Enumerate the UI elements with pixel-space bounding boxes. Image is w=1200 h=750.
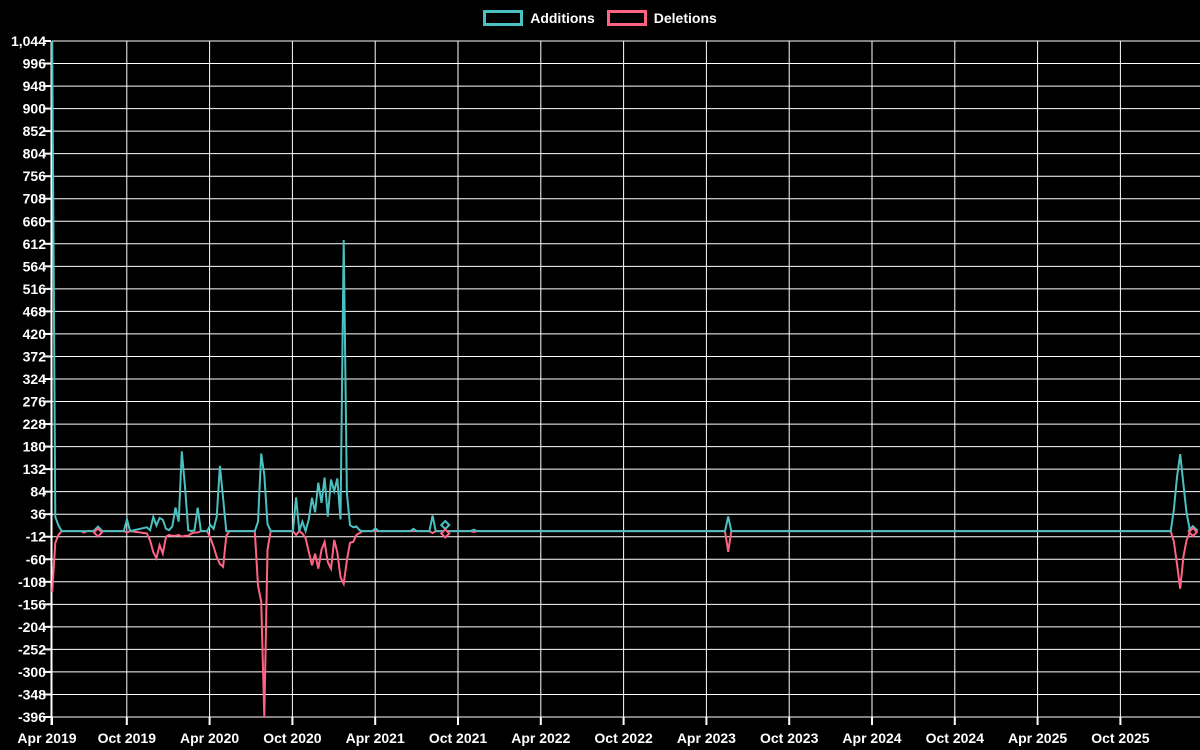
- x-tick-label: Apr 2022: [511, 730, 570, 746]
- x-tick-label: Apr 2025: [1008, 730, 1067, 746]
- legend-label-deletions: Deletions: [653, 10, 717, 26]
- y-tick-label: 708: [23, 191, 47, 207]
- x-tick-label: Apr 2024: [842, 730, 901, 746]
- y-axis-labels: 1,044 996 948 900 852 804 756 708 660 612 564 516 46…: [11, 33, 46, 725]
- y-tick-label: -300: [18, 664, 46, 680]
- isolated-point-markers: [92, 519, 1199, 539]
- legend-item-additions[interactable]: Additions: [483, 10, 595, 26]
- legend-item-deletions[interactable]: Deletions: [606, 10, 717, 26]
- y-tick-label: 900: [23, 101, 47, 117]
- deletions-swatch-icon: [606, 10, 647, 26]
- y-tick-label: 756: [23, 168, 47, 184]
- y-tick-label: -12: [26, 529, 46, 545]
- chart-legend: Additions Deletions: [0, 8, 1200, 28]
- y-tick-label: 660: [23, 213, 47, 229]
- deletions-line: [51, 529, 1194, 718]
- x-tick-label: Oct 2023: [760, 730, 819, 746]
- x-tick-label: Oct 2022: [594, 730, 653, 746]
- y-tick-label: -156: [18, 596, 46, 612]
- y-tick-label: 516: [23, 281, 47, 297]
- legend-label-additions: Additions: [530, 10, 595, 26]
- x-tick-label: Oct 2025: [1091, 730, 1150, 746]
- y-tick-label: 468: [23, 303, 47, 319]
- x-tick-label: Oct 2021: [429, 730, 488, 746]
- y-tick-label: 84: [30, 484, 46, 500]
- x-tick-label: Apr 2023: [677, 730, 736, 746]
- x-grid: [51, 41, 1122, 725]
- additions-point-marker: [439, 519, 451, 531]
- x-tick-label: Oct 2024: [926, 730, 985, 746]
- x-tick-label: Apr 2019: [17, 730, 76, 746]
- y-tick-label: 276: [23, 394, 47, 410]
- y-tick-label: 564: [23, 258, 47, 274]
- y-tick-label: 948: [23, 78, 47, 94]
- y-tick-label: -204: [18, 619, 46, 635]
- y-tick-label: -348: [18, 686, 46, 702]
- y-tick-label: 324: [23, 371, 47, 387]
- y-tick-label: 1,044: [11, 33, 46, 49]
- y-tick-label: 852: [23, 123, 47, 139]
- x-tick-label: Oct 2019: [98, 730, 157, 746]
- y-tick-label: 180: [23, 439, 47, 455]
- y-tick-label: 132: [23, 461, 47, 477]
- y-tick-label: 228: [23, 416, 47, 432]
- y-tick-label: 996: [23, 56, 47, 72]
- y-tick-label: 420: [23, 326, 47, 342]
- x-tick-label: Apr 2020: [180, 730, 239, 746]
- y-tick-label: -60: [26, 551, 46, 567]
- y-tick-label: 372: [23, 348, 47, 364]
- additions-swatch-icon: [483, 10, 524, 26]
- y-tick-label: -396: [18, 709, 46, 725]
- x-tick-label: Apr 2021: [346, 730, 405, 746]
- y-tick-label: 804: [23, 146, 47, 162]
- series-lines: [51, 40, 1194, 718]
- additions-line: [51, 40, 1194, 535]
- x-axis-labels: Apr 2019 Oct 2019 Apr 2020 Oct 2020 Apr 2021…: [17, 730, 1149, 746]
- y-tick-label: -252: [18, 641, 46, 657]
- y-tick-label: 36: [30, 506, 46, 522]
- deletions-point-marker: [92, 527, 104, 538]
- y-tick-label: 612: [23, 236, 47, 252]
- x-tick-label: Oct 2020: [263, 730, 322, 746]
- deletions-point-marker: [1187, 526, 1199, 538]
- deletions-point-marker: [439, 528, 451, 539]
- y-tick-label: -108: [18, 574, 46, 590]
- y-grid: [43, 40, 1200, 718]
